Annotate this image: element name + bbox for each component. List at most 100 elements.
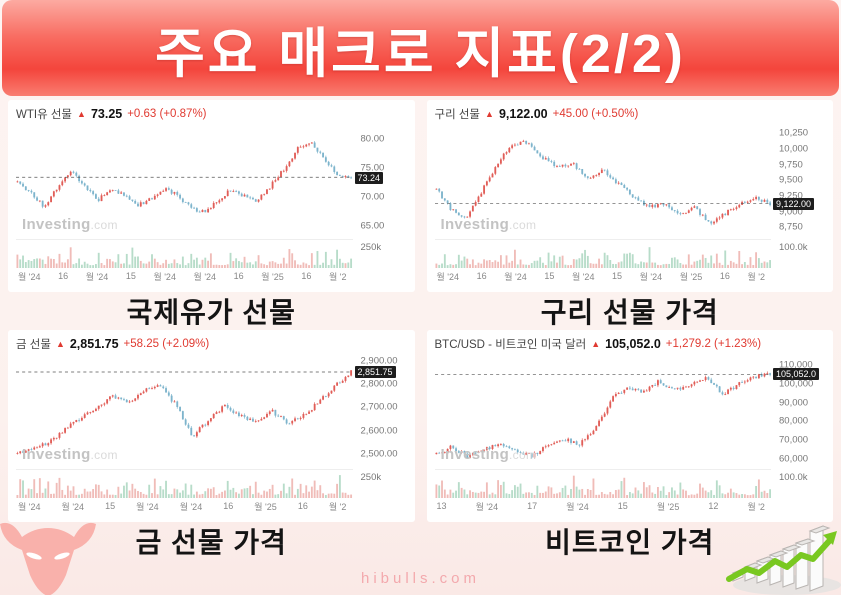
current-price-label: 105,052.0 (773, 368, 820, 381)
chart-cell-gold: 금 선물 ▲ 2,851.75 +58.25 (+2.09%) Investin… (8, 330, 415, 560)
y-tick-label: 2,500.00 (360, 448, 398, 460)
x-tick-label: 월 '24 (193, 271, 217, 282)
y-tick-label: 9,250 (779, 190, 803, 202)
last-price: 9,122.00 (498, 107, 548, 121)
section-title-gold: 금 선물 가격 (135, 527, 287, 558)
x-tick-label: 월 '24 (179, 501, 203, 512)
x-tick-label: 월 '2 (328, 271, 347, 282)
page-title: 주요 매크로 지표(2/2) (155, 23, 686, 84)
x-tick-label: 15 (544, 271, 555, 281)
candlestick-plot: Investing.com (16, 354, 353, 470)
x-tick-label: 월 '24 (61, 501, 85, 512)
instrument-name: 금 선물 (16, 339, 51, 351)
chart-cell-btc: BTC/USD - 비트코인 미국 달러 ▲ 105,052.0 +1,279.… (426, 330, 833, 560)
x-tick-label: 15 (612, 271, 623, 281)
footer-brand: hibulls.com (360, 570, 481, 587)
chart-grid: WTI유 선물 ▲ 73.25 +0.63 (+0.87%) Investing… (8, 100, 833, 560)
up-arrow-icon: ▲ (485, 109, 494, 119)
y-tick-label: 65.00 (360, 220, 385, 231)
instrument-name: WTI유 선물 (16, 109, 73, 121)
volume-bars (16, 472, 353, 498)
y-axis: 80.00 75.00 70.00 65.00 73.24 (353, 124, 407, 240)
price-change: +45.00 (+0.50%) (552, 108, 639, 120)
x-tick-label: 월 '24 (504, 271, 527, 282)
chart-header: 구리 선물 ▲ 9,122.00 +45.00 (+0.50%) (435, 104, 826, 124)
x-tick-label: 16 (476, 271, 487, 281)
x-tick-label: 15 (617, 501, 628, 511)
volume-axis-label: 250k (360, 472, 382, 483)
chart-cell-copper: 구리 선물 ▲ 9,122.00 +45.00 (+0.50%) Investi… (426, 100, 833, 330)
y-tick-label: 70,000 (779, 434, 809, 446)
instrument-name: 구리 선물 (434, 109, 481, 121)
x-tick-label: 16 (297, 501, 308, 511)
x-tick-label: 월 '25 (261, 271, 284, 282)
y-tick-label: 9,500 (779, 174, 803, 186)
y-tick-label: 75.00 (360, 162, 385, 173)
chart-header: BTC/USD - 비트코인 미국 달러 ▲ 105,052.0 +1,279.… (435, 334, 826, 354)
chart-card-gold: 금 선물 ▲ 2,851.75 +58.25 (+2.09%) Investin… (8, 330, 415, 522)
volume-axis-label: 250k (360, 242, 382, 253)
y-tick-label: 2,600.00 (360, 425, 398, 437)
x-tick-label: 16 (301, 271, 312, 281)
x-tick-label: 17 (527, 501, 538, 511)
y-tick-label: 60,000 (779, 453, 809, 465)
x-axis: 월 '24 16 월 '24 15 월 '24 월 '24 16 월 '25 16 월 '2 (16, 268, 353, 284)
x-tick-label: 월 '24 (18, 501, 41, 512)
x-tick-label: 16 (223, 501, 234, 511)
x-tick-label: 월 '24 (136, 501, 159, 512)
current-price-label: 2,851.75 (354, 366, 396, 379)
chart-card-wti: WTI유 선물 ▲ 73.25 +0.63 (+0.87%) Investing… (8, 100, 415, 292)
x-axis: 월 '24 16 월 '24 15 월 '24 15 월 '24 월 '25 16 월 '2 (435, 268, 772, 284)
section-title-bitcoin: 비트코인 가격 (545, 527, 715, 558)
x-tick-label: 월 '25 (254, 501, 277, 512)
y-axis: 2,900.00 2,800.00 2,700.00 2,600.00 2,500.00… (353, 354, 407, 470)
y-tick-label: 80,000 (779, 415, 809, 427)
current-price-label: 73.24 (354, 171, 384, 184)
x-tick-label: 월 '2 (328, 501, 347, 512)
last-price: 105,052.0 (605, 337, 661, 351)
y-tick-label: 80.00 (360, 133, 385, 144)
y-tick-label: 9,750 (779, 159, 803, 171)
price-change: +0.63 (+0.87%) (127, 108, 207, 120)
price-change: +58.25 (+2.09%) (123, 338, 210, 350)
y-tick-label: 90,000 (779, 397, 809, 409)
y-tick-label: 2,900.00 (360, 355, 398, 367)
chart-cell-wti: WTI유 선물 ▲ 73.25 +0.63 (+0.87%) Investing… (8, 100, 415, 330)
chart-card-copper: 구리 선물 ▲ 9,122.00 +45.00 (+0.50%) Investi… (426, 100, 833, 292)
volume-axis-label: 100.0k (779, 472, 808, 483)
candlestick-plot: Investing.com (434, 354, 771, 470)
x-tick-label: 월 '24 (571, 271, 595, 282)
x-axis: 13 월 '24 17 월 '24 15 월 '25 12 월 '2 (435, 498, 772, 514)
x-tick-label: 15 (105, 501, 116, 511)
x-tick-label: 월 '25 (679, 271, 703, 282)
last-price: 2,851.75 (69, 337, 119, 351)
chart-card-btc: BTC/USD - 비트코인 미국 달러 ▲ 105,052.0 +1,279.… (426, 330, 833, 522)
candlestick-plot: Investing.com (16, 124, 353, 240)
instrument-name: BTC/USD - 비트코인 미국 달러 (434, 339, 587, 351)
section-title-oil: 국제유가 선물 (126, 297, 296, 328)
bull-icon (0, 522, 96, 595)
x-axis: 월 '24 월 '24 15 월 '24 월 '24 16 월 '25 16 월 '2 (16, 498, 353, 514)
last-price: 73.25 (90, 107, 123, 121)
x-tick-label: 월 '24 (436, 271, 460, 282)
y-axis: 10,250 10,000 9,750 9,500 9,250 9,000 8,750 9,1… (771, 124, 825, 240)
x-tick-label: 월 '25 (656, 501, 680, 512)
x-tick-label: 월 '24 (85, 271, 109, 282)
x-tick-label: 월 '24 (639, 271, 663, 282)
y-tick-label: 9,000 (779, 206, 803, 218)
x-tick-label: 월 '24 (475, 501, 499, 512)
x-tick-label: 월 '2 (747, 501, 765, 512)
up-arrow-icon: ▲ (55, 339, 65, 349)
y-tick-label: 10,250 (779, 127, 809, 139)
current-price-label: 9,122.00 (773, 198, 815, 211)
y-tick-label: 8,750 (779, 221, 803, 233)
x-tick-label: 16 (719, 271, 730, 281)
x-tick-label: 월 '24 (18, 271, 41, 282)
volume-bars (434, 242, 772, 268)
section-title-copper: 구리 선물 가격 (540, 297, 719, 328)
x-tick-label: 15 (125, 271, 136, 281)
price-change: +1,279.2 (+1.23%) (665, 338, 762, 350)
x-tick-label: 12 (708, 501, 719, 511)
y-axis: 110,000 100,000 90,000 80,000 70,000 60,000 10… (771, 354, 825, 470)
